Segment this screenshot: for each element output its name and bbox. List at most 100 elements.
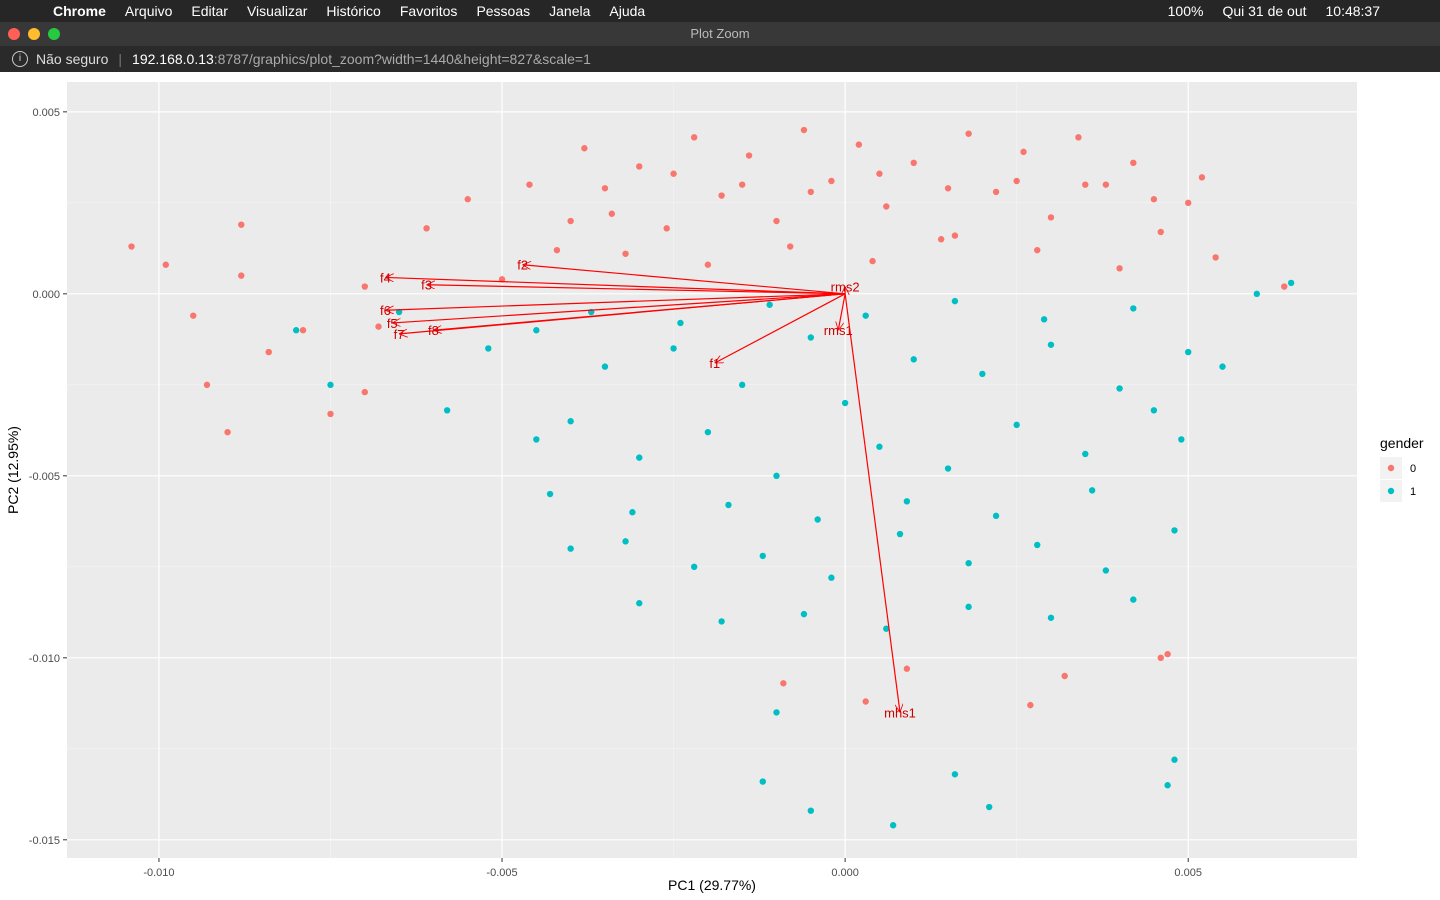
menu-item[interactable]: Janela bbox=[549, 3, 591, 19]
point bbox=[663, 225, 670, 232]
point bbox=[883, 203, 890, 210]
menu-item[interactable]: Pessoas bbox=[476, 3, 531, 19]
point bbox=[1281, 283, 1288, 290]
point bbox=[889, 822, 897, 829]
y-tick-label: -0.010 bbox=[29, 653, 60, 665]
point bbox=[965, 130, 972, 137]
point bbox=[581, 145, 588, 152]
point bbox=[910, 159, 917, 167]
y-tick-label: 0.000 bbox=[32, 289, 60, 301]
battery[interactable]: 100% bbox=[1167, 3, 1204, 19]
menu-item[interactable]: Editar bbox=[191, 3, 228, 19]
y-tick-label: -0.005 bbox=[29, 471, 60, 483]
legend-marker bbox=[1387, 487, 1395, 495]
point bbox=[800, 610, 808, 618]
point bbox=[526, 181, 533, 188]
menu-item[interactable]: Histórico bbox=[326, 3, 381, 19]
point bbox=[1212, 254, 1219, 261]
point bbox=[1082, 181, 1089, 188]
loading-arrow bbox=[838, 293, 846, 330]
window-title: Plot Zoom bbox=[690, 26, 750, 41]
point bbox=[546, 490, 554, 498]
point bbox=[1164, 650, 1171, 658]
point bbox=[937, 236, 945, 243]
point bbox=[670, 345, 677, 352]
menu-item[interactable]: Arquivo bbox=[124, 3, 173, 19]
point bbox=[780, 680, 787, 687]
loading-label: f6 bbox=[380, 303, 391, 318]
point bbox=[738, 381, 746, 389]
minimize-button[interactable] bbox=[28, 28, 40, 40]
point bbox=[869, 257, 876, 265]
point bbox=[361, 388, 368, 396]
point bbox=[1171, 527, 1178, 534]
point bbox=[553, 246, 561, 254]
point bbox=[855, 141, 863, 148]
point bbox=[965, 603, 972, 611]
point bbox=[1253, 290, 1261, 298]
loading-label: f3 bbox=[421, 278, 432, 293]
point bbox=[704, 428, 712, 436]
point bbox=[1082, 450, 1089, 458]
point bbox=[759, 552, 766, 560]
point bbox=[1102, 181, 1110, 188]
loading-arrow bbox=[392, 293, 846, 323]
point bbox=[1061, 672, 1068, 680]
point bbox=[533, 327, 540, 334]
loading-arrow bbox=[385, 293, 846, 310]
point bbox=[862, 698, 869, 705]
point bbox=[361, 283, 368, 290]
point bbox=[1185, 199, 1192, 207]
point bbox=[690, 134, 698, 141]
point bbox=[1198, 174, 1206, 181]
point bbox=[622, 250, 629, 257]
point bbox=[375, 323, 382, 330]
point bbox=[464, 196, 471, 203]
point bbox=[608, 210, 616, 217]
x-tick-label: -0.005 bbox=[486, 867, 517, 879]
info-icon[interactable]: i bbox=[12, 51, 28, 67]
point bbox=[766, 301, 773, 308]
legend-label: 1 bbox=[1410, 486, 1416, 498]
point bbox=[622, 538, 629, 545]
menu-bar: Chrome Arquivo Editar Visualizar Histórico F… bbox=[0, 0, 1440, 22]
point bbox=[567, 418, 574, 425]
address-bar[interactable]: i Não seguro | 192.168.0.13 :8787/graphi… bbox=[0, 46, 1440, 72]
point bbox=[979, 370, 986, 378]
point bbox=[1027, 701, 1034, 709]
app-name[interactable]: Chrome bbox=[53, 3, 106, 19]
point bbox=[629, 509, 636, 516]
point bbox=[423, 225, 430, 232]
y-tick-label: 0.005 bbox=[32, 107, 60, 119]
point bbox=[670, 170, 677, 177]
menu-item[interactable]: Favoritos bbox=[399, 3, 458, 19]
point bbox=[876, 170, 883, 177]
point bbox=[190, 312, 197, 319]
point bbox=[896, 530, 904, 538]
loading-label: f5 bbox=[387, 316, 398, 331]
point bbox=[299, 327, 307, 334]
menu-item[interactable]: Ajuda bbox=[609, 3, 646, 19]
url-path: :8787/graphics/plot_zoom?width=1440&heig… bbox=[213, 51, 591, 67]
loading-arrow bbox=[427, 285, 846, 295]
point bbox=[862, 312, 869, 319]
time[interactable]: 10:48:37 bbox=[1325, 3, 1381, 19]
point bbox=[944, 185, 952, 192]
point bbox=[1219, 363, 1226, 370]
point bbox=[951, 771, 959, 778]
menu-item[interactable]: Visualizar bbox=[246, 3, 308, 19]
date[interactable]: Qui 31 de out bbox=[1222, 3, 1307, 19]
point bbox=[1075, 134, 1082, 141]
point bbox=[1116, 385, 1123, 392]
point bbox=[1034, 246, 1041, 254]
point bbox=[773, 472, 780, 480]
zoom-button[interactable] bbox=[48, 28, 60, 40]
point bbox=[1130, 159, 1137, 167]
panel bbox=[67, 82, 1357, 858]
point bbox=[1013, 421, 1020, 429]
point bbox=[951, 232, 959, 239]
point bbox=[1157, 654, 1164, 662]
point bbox=[1171, 756, 1178, 763]
close-button[interactable] bbox=[8, 28, 20, 40]
point bbox=[944, 465, 952, 472]
